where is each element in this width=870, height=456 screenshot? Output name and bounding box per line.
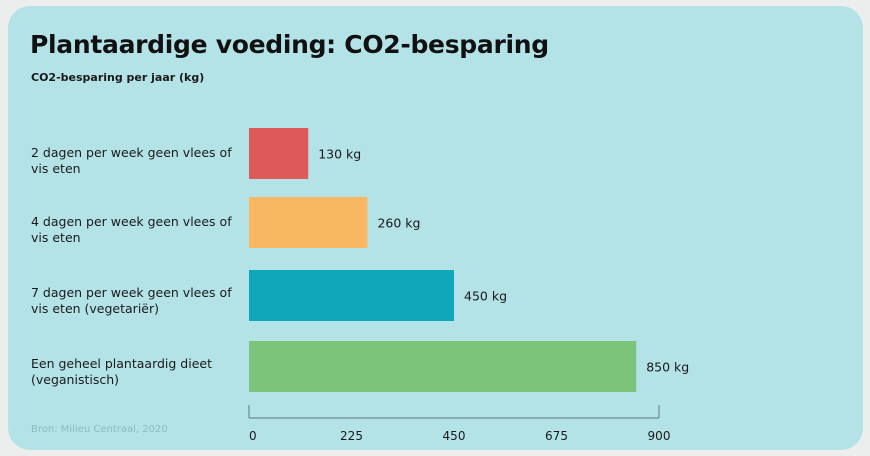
x-tick-label-900: 900 (648, 429, 671, 443)
x-tick-label-225: 225 (340, 429, 363, 443)
category-label-3: 7 dagen per week geen vlees of vis eten … (31, 285, 232, 316)
source-note: Bron: Milieu Centraal, 2020 (31, 424, 168, 435)
bar-4 (249, 341, 637, 392)
bar-3 (249, 270, 454, 321)
bar-value-label-1: 130 kg (318, 147, 361, 162)
chart-subtitle: CO2-besparing per jaar (kg) (31, 71, 205, 84)
bar-2 (249, 197, 368, 248)
chart-title: Plantaardige voeding: CO2-besparing (30, 30, 549, 59)
x-tick-label-0: 0 (249, 429, 257, 443)
category-label-1: 2 dagen per week geen vlees of vis eten (31, 145, 232, 176)
bar-1 (249, 128, 309, 179)
x-tick-label-450: 450 (443, 429, 466, 443)
bar-value-label-4: 850 kg (646, 360, 689, 375)
category-label-2: 4 dagen per week geen vlees of vis eten (31, 214, 232, 245)
bar-value-label-3: 450 kg (464, 289, 507, 304)
bar-value-label-2: 260 kg (377, 216, 420, 231)
category-label-4: Een geheel plantaardig dieet (veganistis… (31, 356, 212, 387)
x-tick-label-675: 675 (545, 429, 568, 443)
